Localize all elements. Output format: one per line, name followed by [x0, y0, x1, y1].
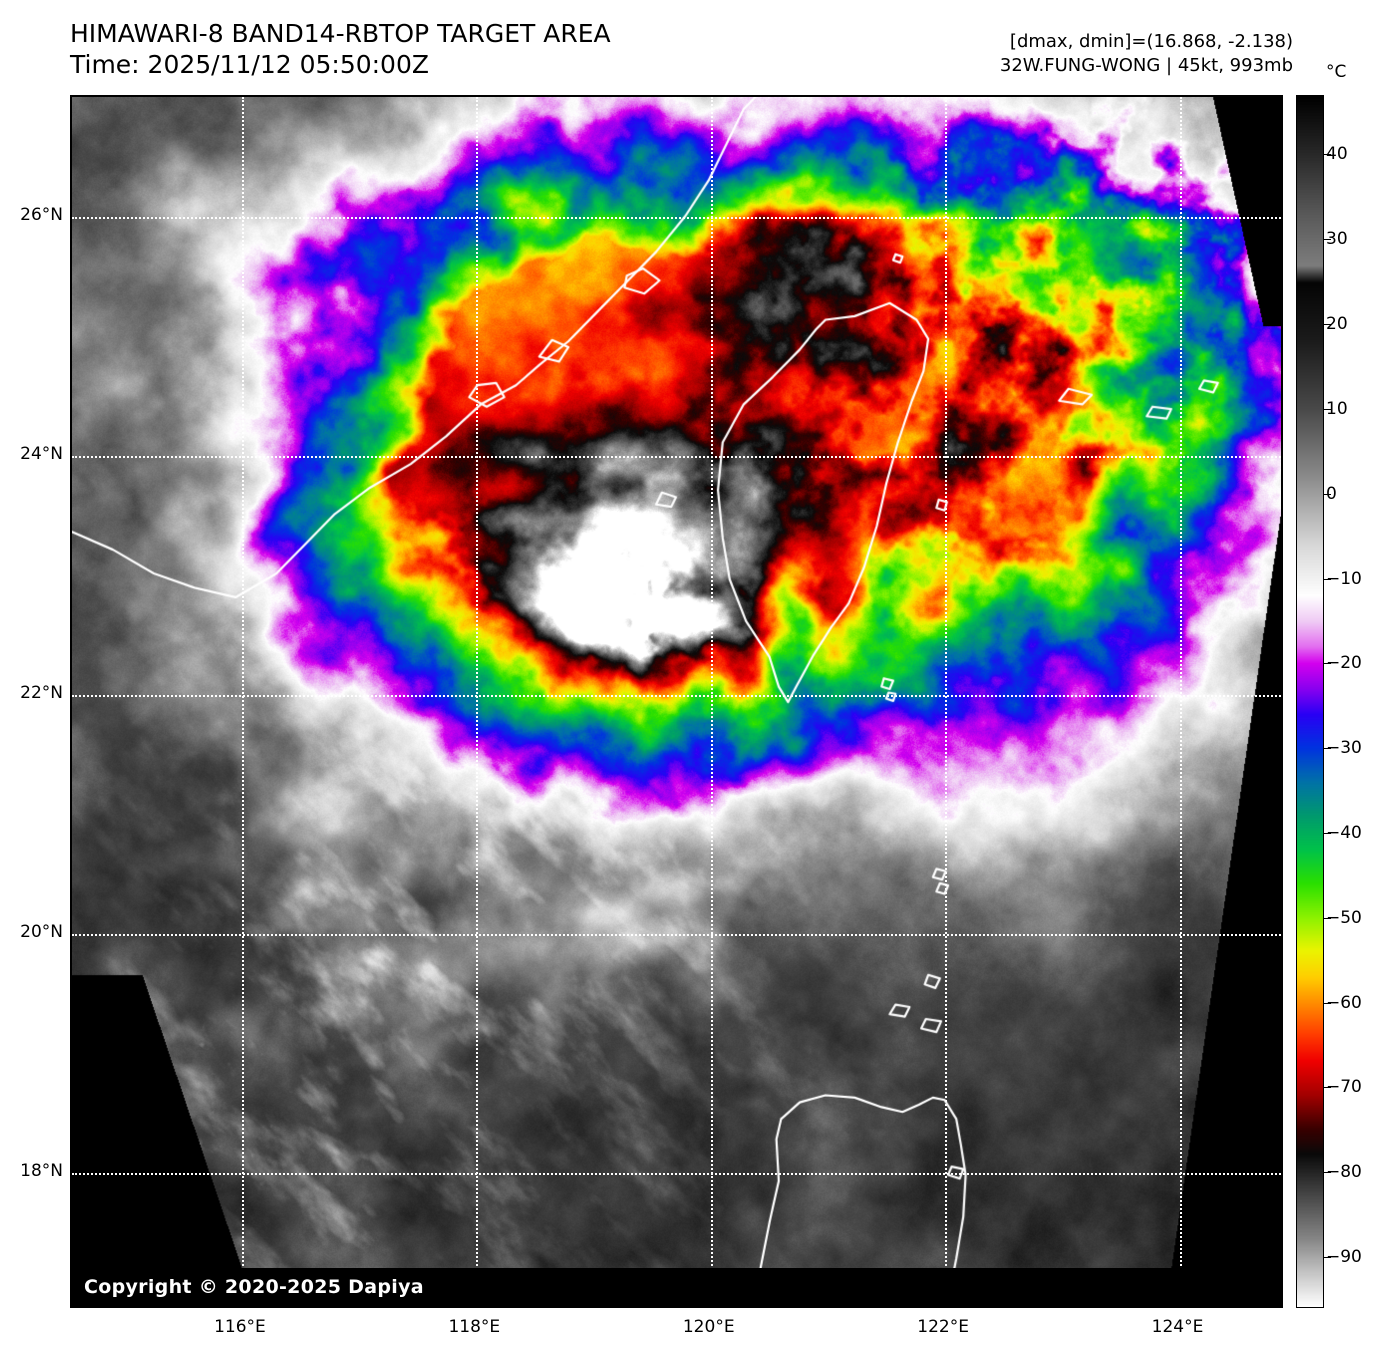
colorbar-tick-label-13: −90	[1326, 1247, 1362, 1268]
infrared-brightness-temperature-raster	[72, 97, 1281, 1306]
colorbar-tick-mark-4	[1324, 493, 1331, 495]
colorbar-tick-label-0: 40	[1326, 144, 1348, 165]
longitude-tick-label-4: 124°E	[1151, 1317, 1204, 1337]
longitude-tick-label-1: 118°E	[448, 1317, 501, 1337]
metadata-block: [dmax, dmin]=(16.868, -2.138) 32W.FUNG-W…	[1000, 30, 1293, 78]
colorbar-tick-mark-2	[1324, 324, 1331, 326]
page-title: HIMAWARI-8 BAND14-RBTOP TARGET AREA Time…	[70, 18, 611, 80]
colorbar-tick-label-7: −30	[1326, 738, 1362, 759]
colorbar-tick-mark-5	[1324, 578, 1331, 580]
copyright-bar: Copyright © 2020-2025 Dapiya	[72, 1268, 1281, 1306]
colorbar-tick-mark-12	[1324, 1172, 1331, 1174]
colorbar-tick-mark-9	[1324, 917, 1331, 919]
colorbar-tick-label-1: 30	[1326, 229, 1348, 250]
storm-info: 32W.FUNG-WONG | 45kt, 993mb	[999, 55, 1293, 76]
colorbar-tick-mark-8	[1324, 832, 1331, 834]
colorbar-tick-mark-11	[1324, 1087, 1331, 1089]
longitude-tick-label-2: 120°E	[682, 1317, 735, 1337]
latitude-tick-label-3: 20°N	[20, 921, 63, 942]
colorbar-tick-label-3: 10	[1326, 398, 1348, 419]
colorbar-tick-label-10: −60	[1326, 992, 1362, 1013]
colorbar-tick-mark-3	[1324, 408, 1331, 410]
latitude-tick-label-0: 26°N	[20, 204, 63, 225]
colorbar-gradient	[1297, 96, 1323, 1307]
colorbar-tick-label-2: 20	[1326, 314, 1348, 335]
latitude-tick-label-1: 24°N	[20, 443, 63, 464]
colorbar-tick-mark-7	[1324, 748, 1331, 750]
observation-time: Time: 2025/11/12 05:50:00Z	[70, 50, 429, 79]
dmax-dmin-readout: [dmax, dmin]=(16.868, -2.138)	[1009, 31, 1293, 52]
colorbar-tick-label-5: −10	[1326, 568, 1362, 589]
colorbar-tick-label-11: −70	[1326, 1077, 1362, 1098]
colorbar-tick-mark-13	[1324, 1257, 1331, 1259]
colorbar-tick-label-9: −50	[1326, 907, 1362, 928]
colorbar-tick-mark-1	[1324, 239, 1331, 241]
colorbar-tick-label-6: −20	[1326, 653, 1362, 674]
latitude-tick-label-4: 18°N	[20, 1160, 63, 1181]
colorbar-tick-mark-0	[1324, 154, 1331, 156]
product-title: HIMAWARI-8 BAND14-RBTOP TARGET AREA	[70, 19, 611, 48]
longitude-tick-label-0: 116°E	[214, 1317, 266, 1337]
colorbar-unit-label: °C	[1326, 62, 1347, 82]
satellite-image-panel[interactable]: Copyright © 2020-2025 Dapiya	[70, 95, 1283, 1308]
longitude-tick-label-3: 122°E	[917, 1317, 969, 1337]
colorbar-tick-mark-10	[1324, 1002, 1331, 1004]
colorbar-tick-label-8: −40	[1326, 822, 1362, 843]
colorbar-tick-label-12: −80	[1326, 1162, 1362, 1183]
colorbar-tick-label-4: 0	[1326, 483, 1337, 504]
latitude-tick-label-2: 22°N	[20, 682, 63, 703]
colorbar-tick-mark-6	[1324, 663, 1331, 665]
colorbar[interactable]	[1296, 95, 1324, 1308]
copyright-text: Copyright © 2020-2025 Dapiya	[84, 1276, 424, 1298]
